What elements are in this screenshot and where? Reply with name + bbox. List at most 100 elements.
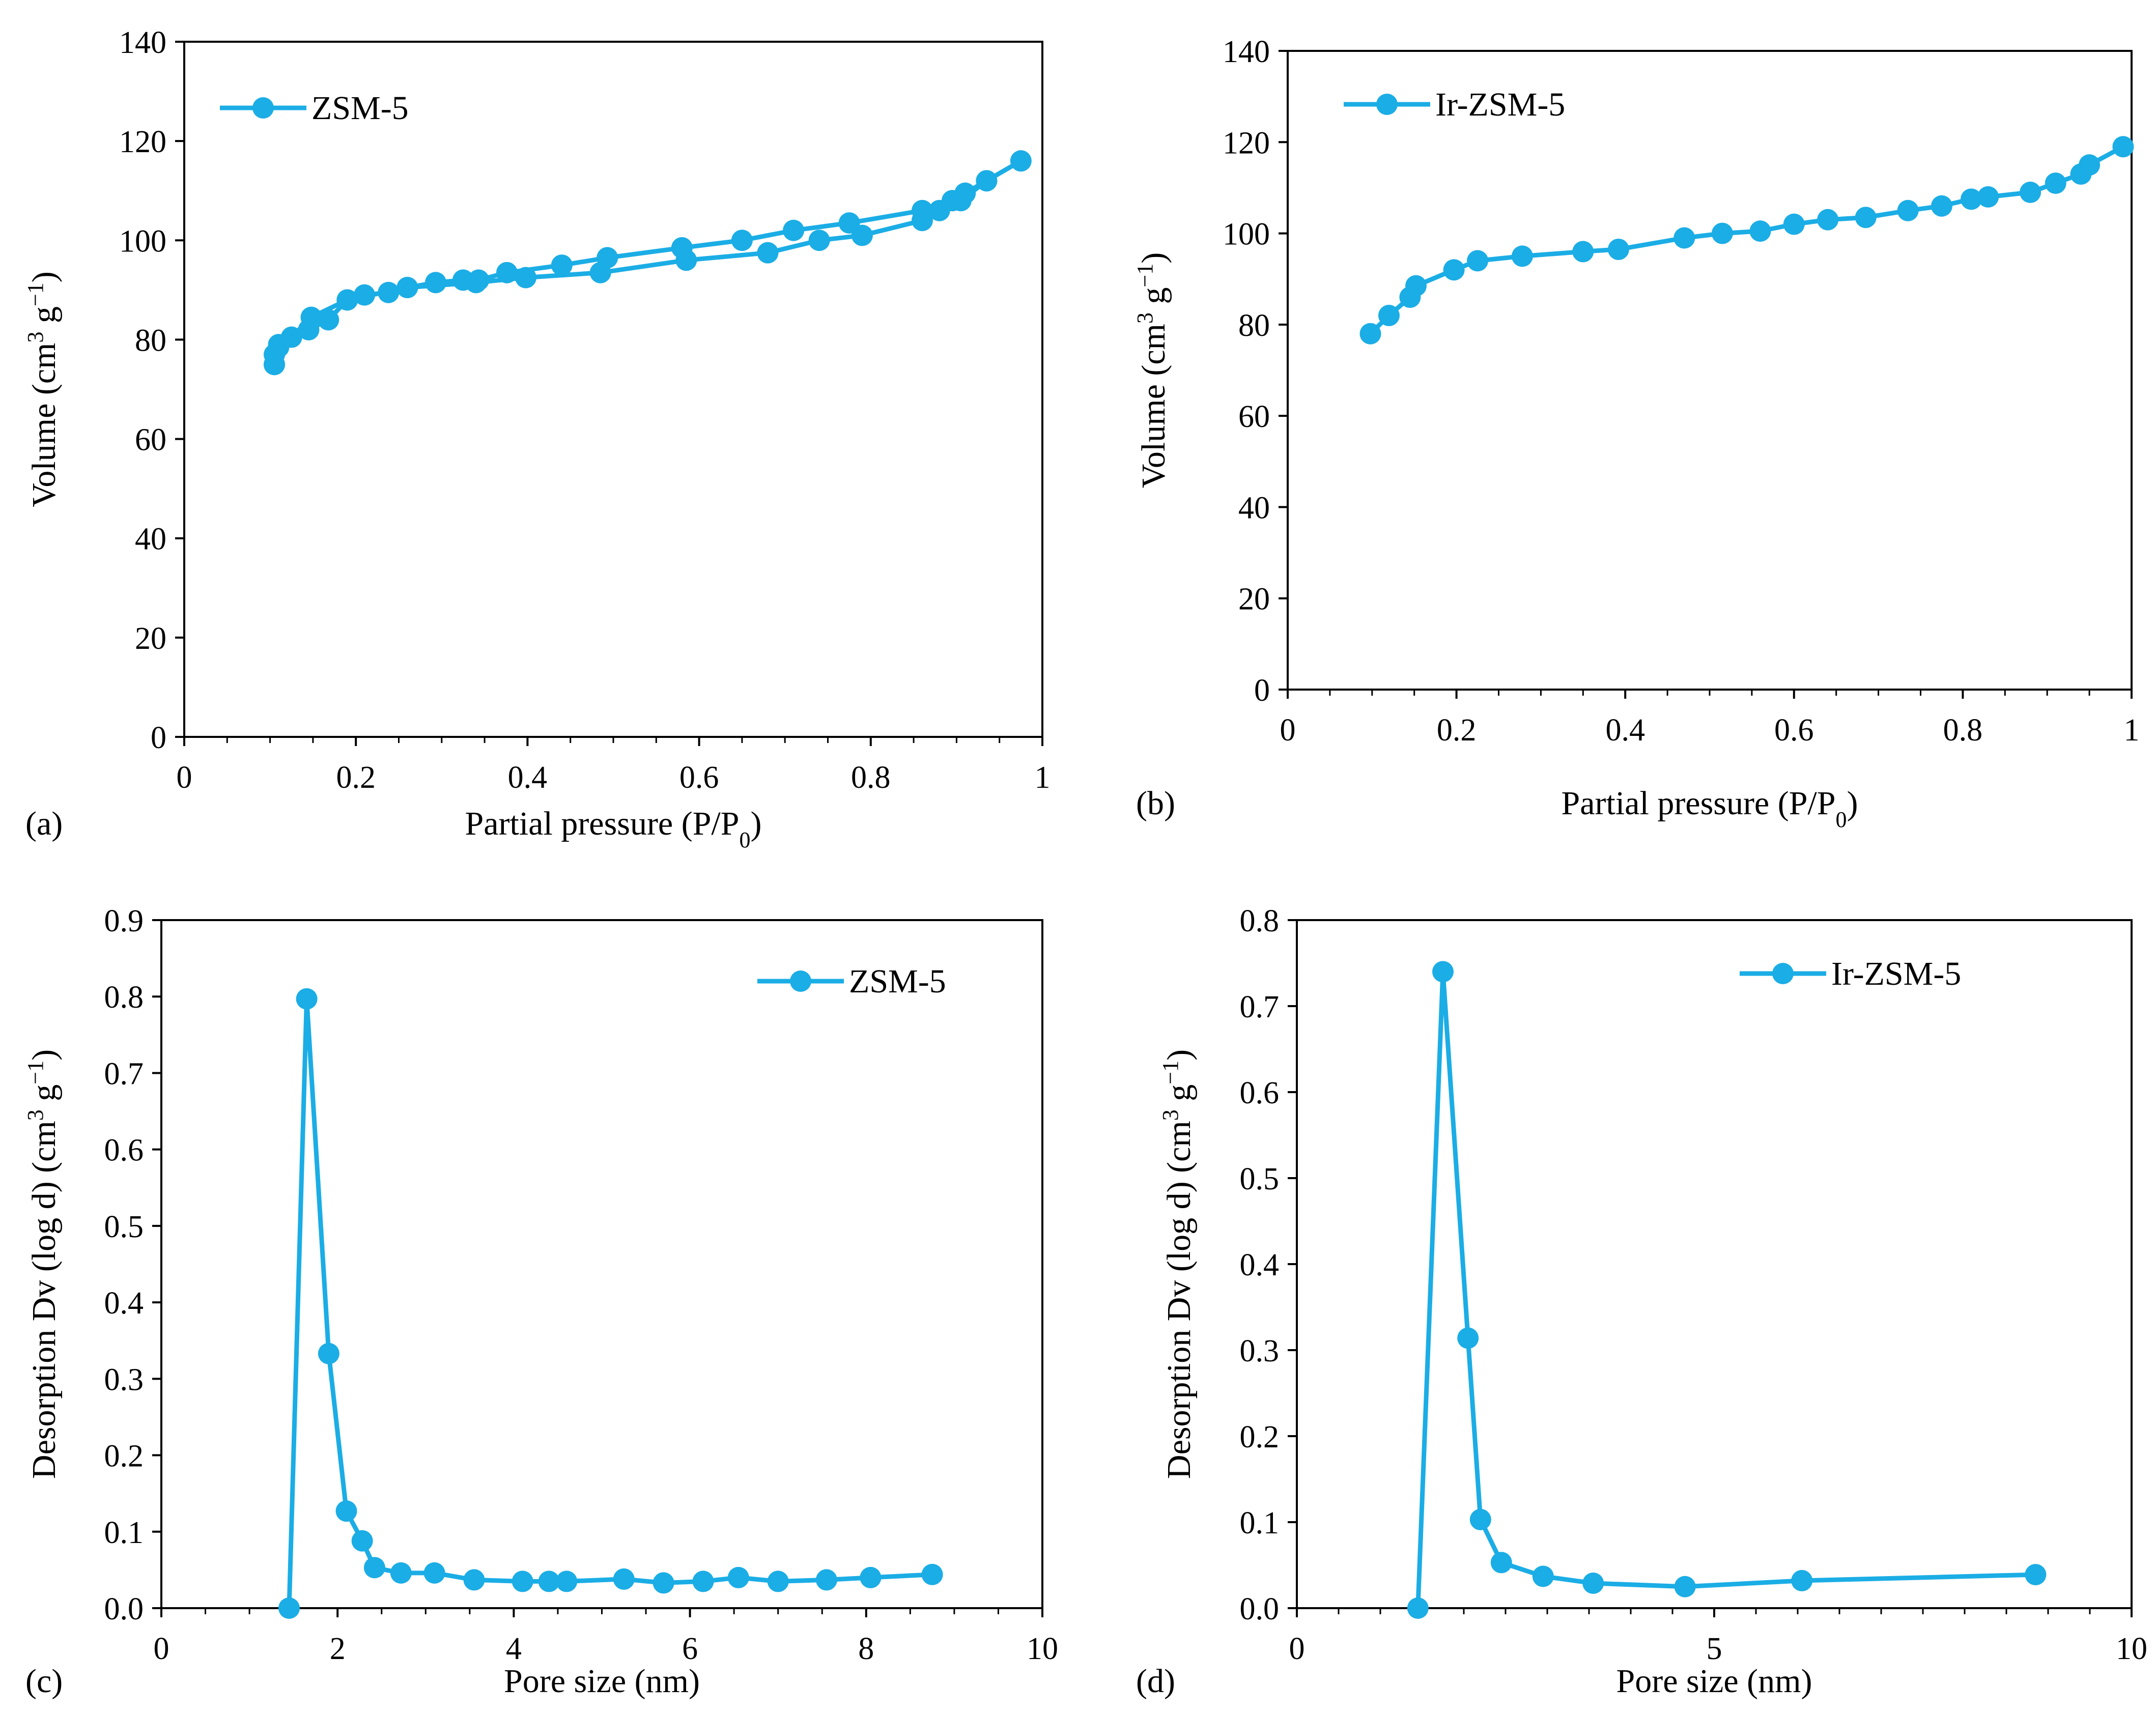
data-point <box>1791 1569 1813 1591</box>
data-point <box>354 284 376 306</box>
y-tick-label: 0.6 <box>1240 1076 1280 1110</box>
data-point <box>808 230 830 251</box>
y-tick-label: 140 <box>119 25 166 60</box>
data-point <box>1572 241 1594 263</box>
panel-d-pore-size-ir-zsm5: 0 5 10 0.0 0.1 0.2 0.3 0.4 0.5 0.6 0.7 0.8 Pore size… <box>1136 904 2147 1700</box>
y-axis-title-mid: g <box>25 306 63 332</box>
x-axis-title: Pore size (nm) <box>504 1663 700 1700</box>
y-tick-label: 100 <box>119 224 166 259</box>
panel-c-pore-size-zsm5: 0 2 4 6 8 10 0.0 0.1 0.2 0.3 0.4 0.5 0.6 0.7 0.8 0.9 Por… <box>23 904 1059 1700</box>
y-axis-title-sup1: 3 <box>23 332 48 343</box>
data-point <box>1855 207 1877 228</box>
x-tick-label: 4 <box>506 1632 522 1666</box>
data-point <box>424 272 446 294</box>
x-tick-label: 0 <box>1289 1632 1305 1666</box>
y-axis-title-end: ) <box>1160 1049 1198 1061</box>
data-point <box>613 1568 635 1590</box>
x-tick-label: 10 <box>2116 1632 2147 1666</box>
data-point <box>2025 1564 2047 1586</box>
y-tick-label: 0.8 <box>104 980 144 1015</box>
data-point <box>921 1563 943 1585</box>
x-tick-label: 6 <box>682 1632 698 1666</box>
data-point <box>318 309 339 331</box>
y-axis-title-end: ) <box>25 271 63 282</box>
data-point <box>1457 1327 1479 1349</box>
data-point <box>815 1569 837 1591</box>
x-tick-label: 0.6 <box>1774 713 1814 748</box>
data-point <box>363 1557 385 1579</box>
data-point <box>2045 172 2066 194</box>
data-point <box>2020 181 2041 203</box>
y-tick-label: 100 <box>1223 217 1270 252</box>
y-tick-label: 0.8 <box>1240 904 1280 938</box>
data-point <box>727 1566 749 1588</box>
y-tick-label: 140 <box>1223 35 1270 69</box>
y-axis-title: Desorption Dv (log d) (cm3 g−1) <box>23 1049 63 1479</box>
data-point <box>675 249 697 271</box>
y-tick-label: 0.9 <box>104 904 144 938</box>
data-point <box>1490 1552 1512 1574</box>
x-tick-label: 8 <box>858 1632 874 1666</box>
y-tick-label: 20 <box>135 621 166 656</box>
y-tick-label: 40 <box>135 522 166 557</box>
legend-label: ZSM-5 <box>849 963 946 1000</box>
y-axis-title-mid: g <box>25 1084 63 1110</box>
y-tick-label: 0.3 <box>1240 1334 1280 1368</box>
y-tick-label: 0.0 <box>104 1592 144 1626</box>
y-axis-title-sup2: −1 <box>23 282 48 306</box>
y-tick-label: 60 <box>1238 399 1270 434</box>
y-tick-label: 0.4 <box>1240 1248 1280 1282</box>
data-point <box>335 1500 357 1522</box>
y-tick-label: 0.2 <box>1240 1420 1280 1454</box>
x-tick-label: 0.8 <box>851 760 891 795</box>
y-axis-title: Volume (cm3 g−1) <box>1132 252 1173 489</box>
x-axis-title-subscript: 0 <box>739 827 750 852</box>
data-point <box>1432 961 1454 983</box>
x-tick-label: 1 <box>1035 760 1051 795</box>
data-point <box>336 289 358 311</box>
y-tick-label: 0.4 <box>104 1286 144 1321</box>
data-point <box>851 224 873 246</box>
data-point <box>278 1597 300 1619</box>
data-point <box>1783 213 1805 235</box>
data-point <box>2112 136 2134 158</box>
legend-marker <box>1376 94 1398 115</box>
data-point <box>1897 199 1919 221</box>
data-point <box>1673 227 1695 249</box>
data-point <box>423 1562 445 1584</box>
y-tick-label: 0.2 <box>104 1439 144 1474</box>
x-tick-label: 2 <box>330 1632 346 1666</box>
legend-label: Ir-ZSM-5 <box>1435 86 1565 123</box>
x-tick-label: 1 <box>2124 713 2140 748</box>
x-tick-label: 0.4 <box>1605 713 1645 748</box>
y-axis-title-sup1: 3 <box>1158 1109 1183 1121</box>
data-point <box>298 319 320 340</box>
data-point <box>1977 186 1999 208</box>
x-axis-title-subscript: 0 <box>1835 807 1847 832</box>
x-tick-label: 0 <box>177 760 192 795</box>
y-tick-label: 120 <box>119 125 166 159</box>
data-point <box>1582 1572 1604 1594</box>
y-tick-label: 0.7 <box>104 1056 144 1091</box>
x-tick-label: 0 <box>154 1632 169 1666</box>
data-point <box>1817 209 1839 231</box>
data-point <box>860 1566 882 1588</box>
series-line <box>1415 969 2036 1609</box>
legend-marker <box>252 97 274 119</box>
y-axis-title: Desorption Dv (log d) (cm3 g−1) <box>1158 1049 1198 1479</box>
y-tick-label: 0.1 <box>104 1516 144 1550</box>
data-point <box>783 219 805 241</box>
y-axis-title-sup2: −1 <box>1158 1061 1183 1084</box>
data-point <box>296 988 318 1010</box>
y-tick-label: 0.6 <box>104 1133 144 1168</box>
data-point <box>1711 222 1733 244</box>
data-point <box>378 281 400 303</box>
x-tick-label: 0.8 <box>1943 713 1983 748</box>
y-tick-label: 0.5 <box>104 1210 144 1244</box>
x-axis-title-end: ) <box>750 805 761 842</box>
y-axis-title-mid: g <box>1160 1084 1198 1110</box>
data-point <box>538 1570 560 1592</box>
y-tick-label: 80 <box>135 323 166 358</box>
panel-label: (b) <box>1136 785 1175 822</box>
